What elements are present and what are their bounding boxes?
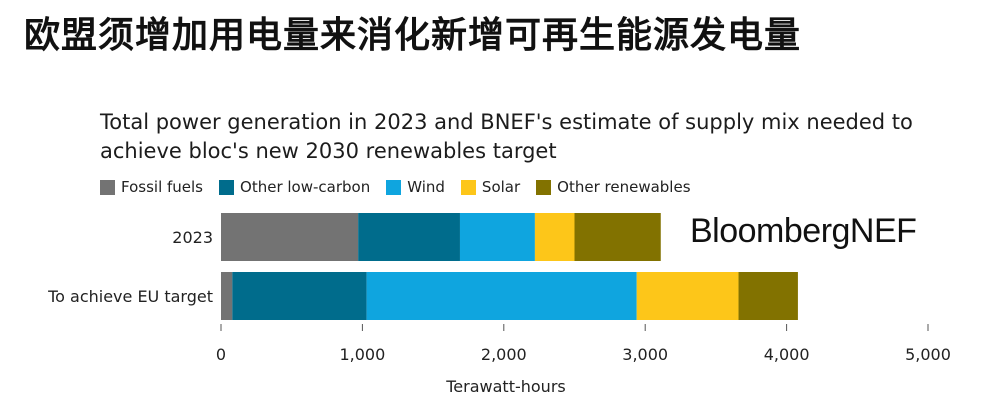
legend-item: Wind xyxy=(386,178,445,196)
x-tick-label: 1,000 xyxy=(339,345,385,364)
bloombergnef-logo: BloombergNEF xyxy=(690,212,917,250)
bar-segment xyxy=(738,272,798,320)
bar-segment xyxy=(459,213,535,261)
legend-label: Fossil fuels xyxy=(121,178,204,196)
legend-item: Other low-carbon xyxy=(219,178,370,196)
legend-item: Solar xyxy=(460,178,521,196)
bar-segment xyxy=(534,213,575,261)
x-tick-label: 4,000 xyxy=(764,345,810,364)
legend-label: Other renewables xyxy=(557,178,691,196)
bar-segment xyxy=(358,213,460,261)
headline: 欧盟须增加用电量来消化新增可再生能源发电量 xyxy=(24,15,802,56)
legend-item: Fossil fuels xyxy=(100,178,203,196)
bar-segment xyxy=(574,213,661,261)
legend-swatch xyxy=(460,179,476,195)
x-tick-label: 2,000 xyxy=(481,345,527,364)
legend-item: Other renewables xyxy=(536,178,691,196)
bar-segment xyxy=(232,272,367,320)
x-axis-label: Terawatt-hours xyxy=(445,377,565,396)
category-label: 2023 xyxy=(172,228,213,247)
category-label: To achieve EU target xyxy=(47,287,213,306)
x-tick-label: 5,000 xyxy=(905,345,951,364)
bar-segment xyxy=(221,213,359,261)
legend-swatch xyxy=(219,179,235,195)
x-tick-label: 0 xyxy=(216,345,226,364)
legend-swatch xyxy=(386,179,402,195)
legend-swatch xyxy=(100,179,115,195)
bar-segment xyxy=(366,272,637,320)
legend-label: Wind xyxy=(407,178,445,196)
legend-label: Other low-carbon xyxy=(240,178,371,196)
legend-label: Solar xyxy=(481,178,521,196)
chart-subtitle: Total power generation in 2023 and BNEF'… xyxy=(100,110,913,163)
legend-swatch xyxy=(536,179,552,195)
bar-segment xyxy=(636,272,739,320)
bar-segment xyxy=(221,272,233,320)
x-tick-label: 3,000 xyxy=(622,345,668,364)
chart-legend: Fossil fuels Other low-carbon Wind Solar Oth… xyxy=(100,178,691,196)
